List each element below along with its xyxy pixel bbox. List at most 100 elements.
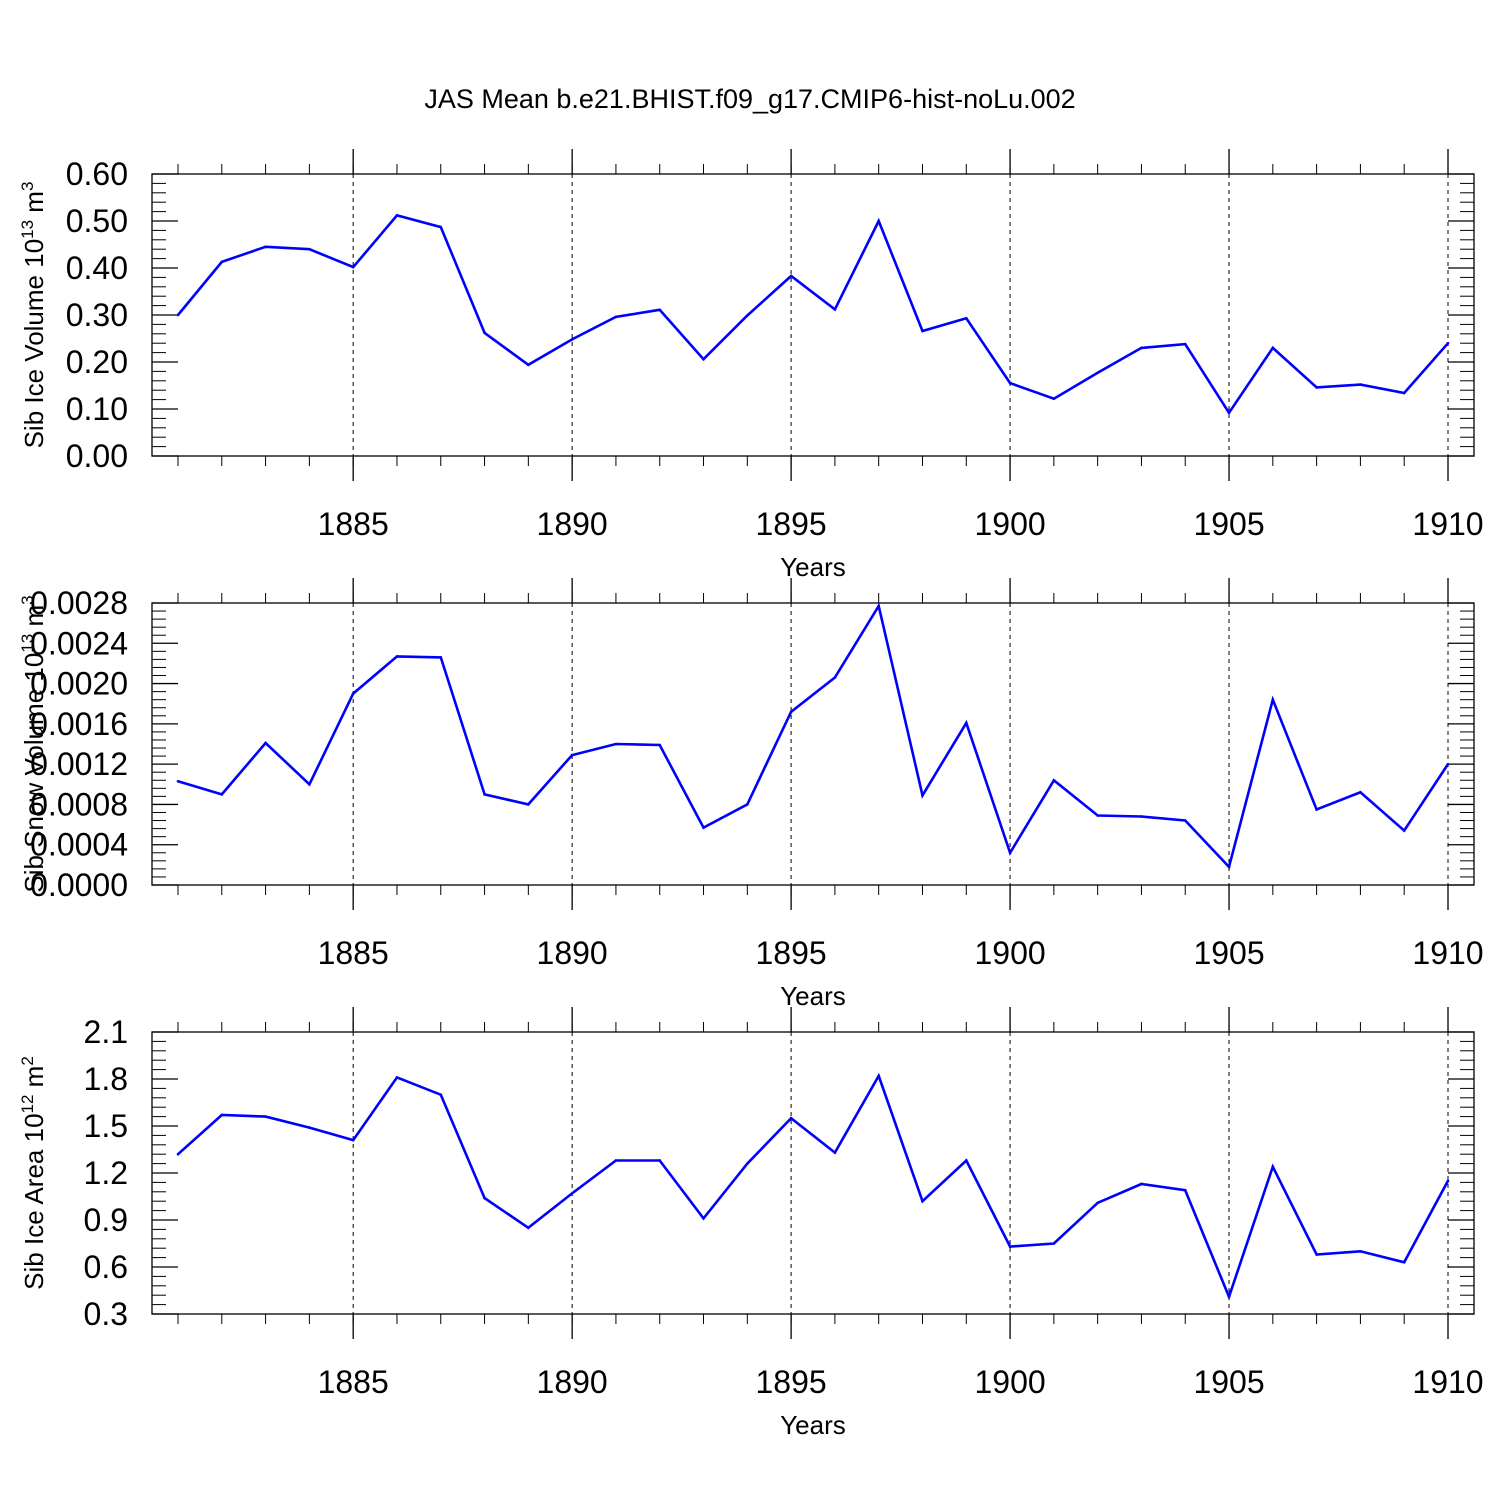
data-point bbox=[176, 779, 180, 783]
data-point bbox=[395, 1076, 399, 1079]
data-point bbox=[483, 793, 486, 796]
data-point bbox=[176, 1152, 180, 1156]
data-point bbox=[439, 225, 443, 229]
data-point bbox=[1359, 383, 1362, 386]
data-point bbox=[1227, 865, 1231, 869]
x-tick-label: 1890 bbox=[537, 1364, 608, 1400]
x-tick-label: 1905 bbox=[1193, 935, 1264, 971]
y-tick-label: 0.60 bbox=[66, 156, 128, 192]
y-tick-label: 0.0016 bbox=[30, 706, 128, 742]
data-point bbox=[570, 1192, 574, 1195]
data-point bbox=[614, 1159, 618, 1162]
y-tick-label: 0.30 bbox=[66, 297, 128, 333]
data-point bbox=[658, 308, 662, 312]
x-tick-label: 1885 bbox=[318, 506, 389, 542]
x-tick-label: 1900 bbox=[974, 506, 1045, 542]
y-tick-label: 1.2 bbox=[84, 1155, 128, 1191]
y-tick-label: 0.9 bbox=[84, 1202, 128, 1238]
data-point bbox=[746, 803, 749, 806]
chart-panel-1: 0.00 0.10 0.20 0.30 0.40 0.50 0.60 1885 1890 1895… bbox=[18, 149, 1484, 582]
x-tick-label: 1890 bbox=[537, 506, 608, 542]
x-tick-label: 1905 bbox=[1193, 506, 1264, 542]
data-point bbox=[308, 1126, 311, 1129]
data-point bbox=[658, 743, 662, 747]
data-point bbox=[877, 1074, 880, 1078]
y-tick-label: 0.20 bbox=[66, 344, 128, 380]
data-point bbox=[789, 1116, 793, 1120]
data-point bbox=[1052, 778, 1056, 782]
data-point bbox=[1402, 1261, 1406, 1264]
data-point bbox=[1140, 815, 1143, 818]
data-point bbox=[1446, 762, 1450, 766]
data-point bbox=[964, 1159, 968, 1162]
data-point bbox=[746, 1162, 749, 1165]
x-axis-label: Years bbox=[780, 552, 846, 582]
series-line bbox=[177, 1072, 1450, 1301]
y-tick-label: 0.10 bbox=[66, 391, 128, 427]
chart-title: JAS Mean b.e21.BHIST.f09_g17.CMIP6-hist-… bbox=[424, 84, 1076, 114]
y-tick-label: 0.00 bbox=[66, 438, 128, 474]
data-point bbox=[1183, 819, 1187, 822]
y-tick-label: 0.3 bbox=[84, 1296, 128, 1332]
y-axis-label: Sib Ice Volume 1013 m3 bbox=[18, 182, 49, 449]
data-point bbox=[570, 753, 574, 757]
data-point bbox=[527, 803, 530, 806]
data-point bbox=[1359, 791, 1362, 794]
data-point bbox=[833, 676, 837, 679]
data-point bbox=[1271, 346, 1275, 350]
data-point bbox=[1315, 1253, 1318, 1256]
y-tick-label: 0.40 bbox=[66, 250, 128, 286]
x-tick-label: 1895 bbox=[756, 1364, 827, 1400]
y-tick-label: 1.8 bbox=[84, 1061, 128, 1097]
x-axis-label: Years bbox=[780, 1410, 846, 1440]
data-point bbox=[1271, 698, 1275, 701]
data-point bbox=[395, 655, 399, 658]
data-point bbox=[964, 721, 968, 725]
data-point bbox=[1183, 342, 1187, 346]
data-point bbox=[308, 782, 311, 786]
x-tick-label: 1890 bbox=[537, 935, 608, 971]
data-point bbox=[964, 316, 968, 320]
data-point bbox=[1183, 1188, 1187, 1192]
x-tick-label: 1905 bbox=[1193, 1364, 1264, 1400]
x-axis-label: Years bbox=[780, 981, 846, 1011]
y-tick-label: 0.0004 bbox=[30, 827, 128, 863]
data-point bbox=[220, 1113, 224, 1117]
data-point bbox=[439, 1093, 443, 1096]
chart-panel-2: 0.0000 0.0004 0.0008 0.0012 0.0016 0.0020 0.00… bbox=[18, 578, 1484, 1011]
y-tick-label: 0.0008 bbox=[30, 786, 128, 822]
data-point bbox=[921, 1199, 924, 1203]
data-point bbox=[1315, 808, 1318, 811]
data-point bbox=[702, 1217, 705, 1220]
data-point bbox=[264, 245, 267, 249]
data-point bbox=[1271, 1165, 1275, 1169]
data-point bbox=[264, 1115, 267, 1118]
data-point bbox=[527, 363, 530, 367]
data-point bbox=[702, 357, 705, 361]
data-point bbox=[264, 741, 267, 745]
data-point bbox=[1008, 851, 1012, 855]
x-tick-label: 1895 bbox=[756, 506, 827, 542]
data-point bbox=[176, 313, 180, 317]
x-tick-label: 1885 bbox=[318, 1364, 389, 1400]
data-point bbox=[614, 742, 618, 746]
data-point bbox=[439, 656, 443, 659]
data-point bbox=[351, 1138, 355, 1142]
data-point bbox=[1446, 341, 1450, 345]
plot-frame bbox=[151, 602, 1475, 886]
x-tick-label: 1895 bbox=[756, 935, 827, 971]
data-point bbox=[1096, 371, 1099, 375]
series-line bbox=[176, 213, 1449, 416]
data-point bbox=[614, 315, 618, 319]
data-point bbox=[1140, 346, 1143, 350]
data-point bbox=[1446, 1179, 1450, 1183]
data-point bbox=[877, 604, 880, 608]
y-tick-label: 1.5 bbox=[84, 1108, 128, 1144]
data-point bbox=[1140, 1182, 1143, 1186]
data-point bbox=[351, 692, 355, 695]
data-point bbox=[1227, 411, 1231, 415]
data-point bbox=[789, 274, 793, 278]
data-point bbox=[921, 794, 924, 797]
y-tick-label: 0.0000 bbox=[30, 867, 128, 903]
